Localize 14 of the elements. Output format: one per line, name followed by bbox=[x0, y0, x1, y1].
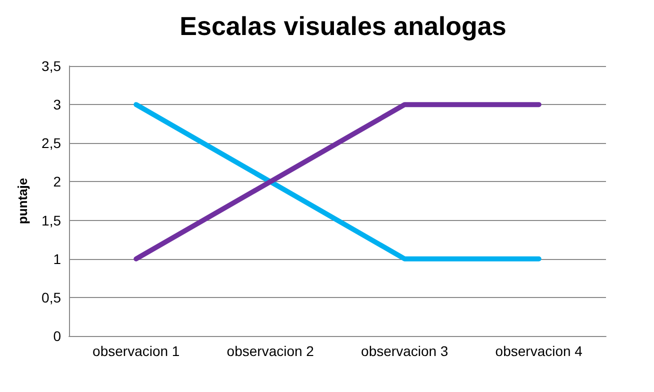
y-tick-label: 3,5 bbox=[42, 58, 62, 74]
y-tick-label: 2 bbox=[53, 174, 62, 190]
y-axis-title: puntaje bbox=[15, 178, 30, 224]
x-tick-label: observacion 2 bbox=[226, 343, 314, 359]
y-tick-label: 0,5 bbox=[42, 289, 62, 306]
y-tick-label: 1,5 bbox=[42, 212, 62, 228]
chart-title: Escalas visuales analogas bbox=[180, 11, 506, 41]
y-tick-label: 1 bbox=[53, 250, 62, 267]
x-tick-label: observacion 1 bbox=[92, 343, 180, 359]
x-tick-label: observacion 3 bbox=[361, 343, 448, 359]
x-tick-label: observacion 4 bbox=[495, 343, 583, 359]
y-tick-label: 0 bbox=[53, 328, 62, 344]
y-tick-label: 3 bbox=[53, 96, 62, 113]
y-tick-label: 2,5 bbox=[42, 135, 62, 152]
